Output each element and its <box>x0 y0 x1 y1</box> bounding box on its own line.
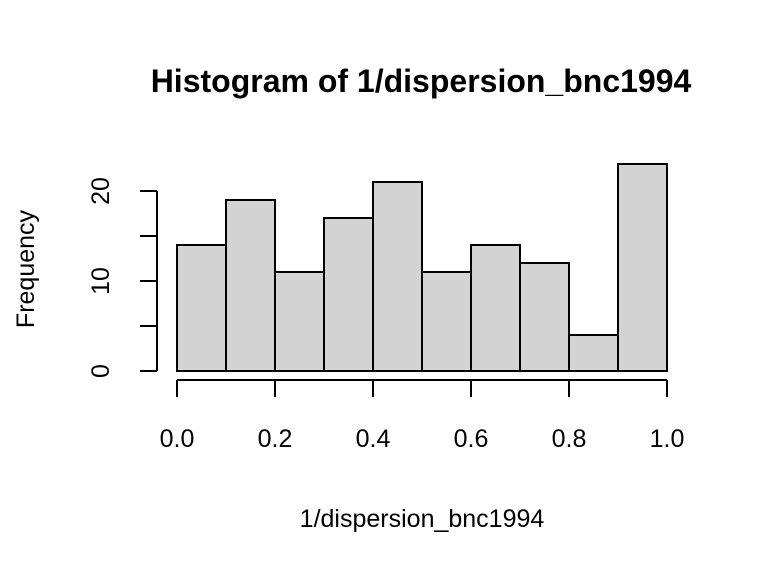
x-axis-ticks: 0.0 0.2 0.4 0.6 0.8 1.0 <box>160 380 685 453</box>
y-axis-label: Frequency <box>12 209 40 328</box>
y-tick-label: 10 <box>87 267 115 295</box>
histogram-bar <box>225 199 276 372</box>
x-tick-label: 1.0 <box>650 425 685 453</box>
histogram-bar <box>176 244 227 372</box>
y-tick-label: 0 <box>87 364 115 378</box>
x-tick-label: 0.0 <box>160 425 195 453</box>
y-axis-ticks: 0 10 20 <box>87 177 157 378</box>
histogram-bar <box>323 217 374 372</box>
histogram-bar <box>421 271 472 372</box>
bars-group <box>176 163 668 372</box>
x-tick-label: 0.8 <box>552 425 587 453</box>
x-tick-label: 0.6 <box>454 425 489 453</box>
x-tick-label: 0.2 <box>258 425 293 453</box>
x-tick-label: 0.4 <box>356 425 391 453</box>
histogram-bar <box>617 163 668 372</box>
histogram-bar <box>519 262 570 372</box>
histogram-bar <box>274 271 325 372</box>
histogram-bar <box>568 334 619 372</box>
chart-title: Histogram of 1/dispersion_bnc1994 <box>151 63 692 99</box>
histogram-bar <box>372 181 423 372</box>
x-axis-label: 1/dispersion_bnc1994 <box>300 505 545 533</box>
y-tick-label: 20 <box>87 177 115 205</box>
histogram-bar <box>470 244 521 372</box>
